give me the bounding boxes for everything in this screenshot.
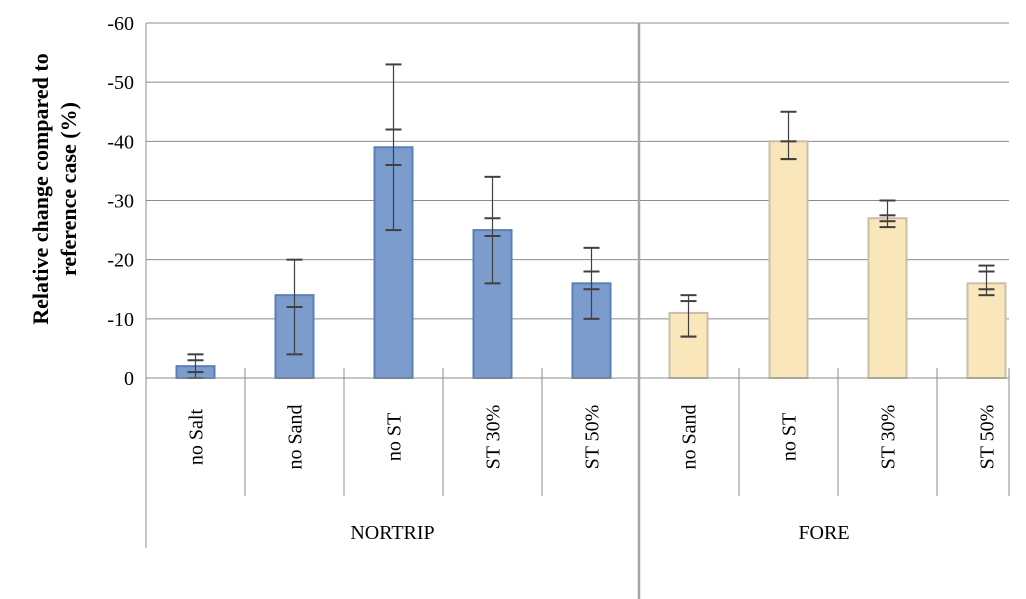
x-category-label: ST 50% — [582, 405, 604, 470]
y-tick-label: -30 — [107, 191, 134, 213]
error-bars — [187, 63, 995, 379]
y-axis-title: Relative change compared to reference ca… — [28, 53, 81, 325]
bar — [867, 217, 908, 379]
y-axis-title-line1: Relative change compared to — [28, 53, 53, 325]
axes — [145, 23, 1010, 599]
y-axis-title-line2: reference case (%) — [56, 102, 81, 276]
y-tick-label: -20 — [107, 250, 134, 272]
y-tick-labels: 0 -10 -20 -30 -40 -50 -60 — [107, 13, 134, 390]
x-group-label: NORTRIP — [350, 522, 434, 544]
bar — [768, 140, 809, 379]
x-category-label: no ST — [779, 413, 801, 461]
x-category-label: ST 50% — [977, 405, 999, 470]
y-tick-label: -40 — [107, 131, 134, 153]
x-category-label: no ST — [384, 413, 406, 461]
x-category-label: no Sand — [285, 405, 307, 470]
y-tick-label: -10 — [107, 309, 134, 331]
x-category-label: no Sand — [679, 405, 701, 470]
x-category-labels: no Salt no Sand no ST ST 30% ST 50% no Sand no… — [186, 405, 999, 470]
x-category-label: ST 30% — [483, 405, 505, 470]
y-tick-label: -50 — [107, 72, 134, 94]
x-category-label: ST 30% — [878, 405, 900, 470]
y-tick-label: -60 — [107, 13, 134, 35]
x-category-label: no Salt — [186, 409, 208, 466]
x-group-label: FORE — [798, 522, 849, 544]
y-tick-label: 0 — [124, 368, 134, 390]
bar — [966, 282, 1007, 380]
x-group-labels: NORTRIP FORE — [350, 522, 849, 544]
